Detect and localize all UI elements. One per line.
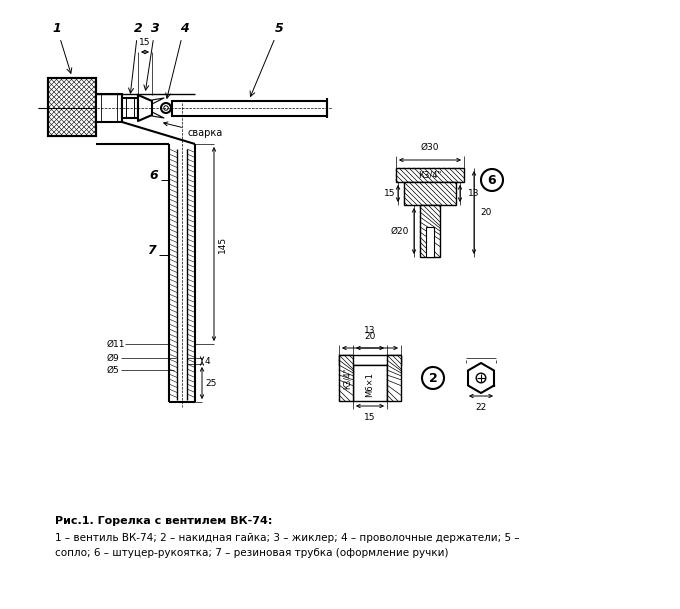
Text: 15: 15 bbox=[364, 413, 376, 422]
Bar bbox=[339, 355, 353, 401]
Text: 1: 1 bbox=[52, 22, 72, 73]
Bar bbox=[48, 78, 96, 136]
Text: К3/4": К3/4" bbox=[343, 367, 352, 389]
Bar bbox=[339, 355, 401, 365]
Text: 1 – вентиль ВК-74; 2 – накидная гайка; 3 – жиклер; 4 – проволочные держатели; 5 : 1 – вентиль ВК-74; 2 – накидная гайка; 3… bbox=[55, 533, 520, 543]
Text: сварка: сварка bbox=[164, 122, 222, 138]
Text: 3: 3 bbox=[144, 22, 159, 90]
Text: M6×1: M6×1 bbox=[366, 373, 375, 398]
Bar bbox=[353, 365, 387, 401]
Bar bbox=[172, 101, 327, 116]
Text: К3/4": К3/4" bbox=[418, 171, 441, 180]
Text: 13: 13 bbox=[468, 189, 479, 197]
Polygon shape bbox=[152, 98, 164, 104]
Text: 15: 15 bbox=[139, 38, 151, 47]
Text: 13: 13 bbox=[364, 326, 376, 335]
Text: 4: 4 bbox=[205, 356, 211, 365]
Text: 7: 7 bbox=[147, 244, 155, 257]
Text: 145: 145 bbox=[218, 236, 227, 253]
Text: сопло; 6 – штуцер-рукоятка; 7 – резиновая трубка (оформление ручки): сопло; 6 – штуцер-рукоятка; 7 – резинова… bbox=[55, 548, 449, 558]
Text: 2: 2 bbox=[129, 22, 142, 93]
Text: 5: 5 bbox=[250, 22, 284, 96]
Text: 2: 2 bbox=[428, 371, 437, 384]
Bar bbox=[387, 355, 401, 401]
Polygon shape bbox=[468, 363, 494, 393]
Text: Ø11: Ø11 bbox=[107, 339, 126, 348]
Bar bbox=[396, 168, 464, 182]
Bar bbox=[404, 182, 456, 205]
Bar bbox=[420, 205, 440, 257]
Bar bbox=[48, 78, 96, 136]
Polygon shape bbox=[152, 112, 164, 118]
Text: Ø20: Ø20 bbox=[391, 227, 409, 236]
Text: 20: 20 bbox=[480, 208, 492, 217]
Bar bbox=[96, 94, 122, 122]
Text: 22: 22 bbox=[475, 403, 487, 412]
Text: 4: 4 bbox=[166, 22, 188, 98]
Text: Рис.1. Горелка с вентилем ВК-74:: Рис.1. Горелка с вентилем ВК-74: bbox=[55, 516, 273, 526]
Text: 15: 15 bbox=[384, 189, 396, 197]
Text: 6: 6 bbox=[488, 174, 496, 186]
Bar bbox=[122, 98, 138, 118]
Bar bbox=[426, 227, 434, 257]
Text: 25: 25 bbox=[205, 379, 216, 387]
Text: 20: 20 bbox=[364, 332, 375, 341]
Text: Ø9: Ø9 bbox=[107, 353, 120, 362]
Text: 6: 6 bbox=[150, 169, 158, 182]
Text: Ø30: Ø30 bbox=[421, 143, 439, 152]
Text: Ø5: Ø5 bbox=[107, 365, 120, 375]
Polygon shape bbox=[138, 95, 152, 121]
